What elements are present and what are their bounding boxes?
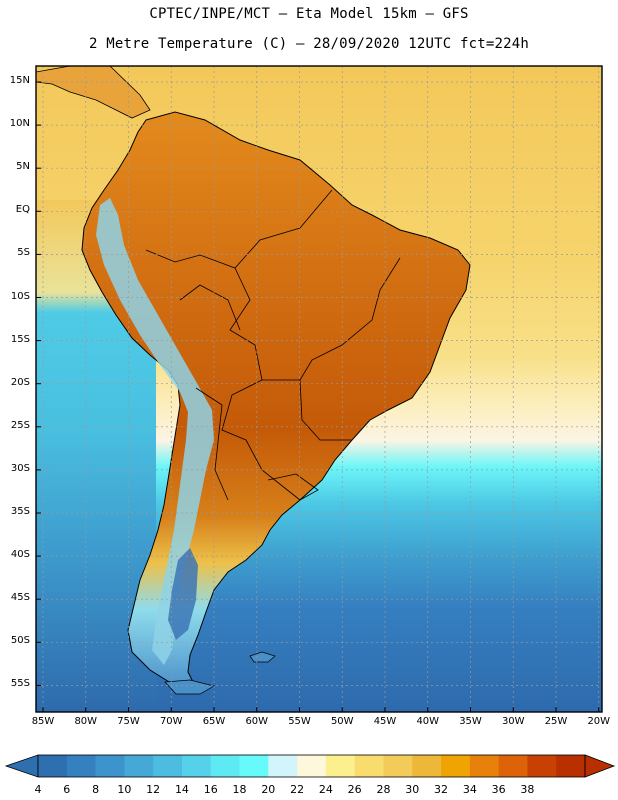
colorbar-label: 36 <box>491 783 506 796</box>
tierra-del-fuego <box>164 679 215 695</box>
lat-label: 45S <box>10 592 30 604</box>
colorbar-label: 20 <box>261 783 276 796</box>
colorbar-swatch <box>498 755 528 777</box>
axis-ticks <box>36 81 600 712</box>
colorbar-label: 32 <box>434 783 449 796</box>
colorbar-swatch <box>556 755 586 777</box>
lat-label: 20S <box>10 376 30 388</box>
colorbar-over-arrow <box>584 754 616 778</box>
lon-label: 25W <box>544 716 568 727</box>
lat-label: 5N <box>16 161 30 173</box>
lon-label: 60W <box>245 716 269 727</box>
colorbar-swatch <box>95 755 125 777</box>
lat-label: 15S <box>10 333 30 345</box>
colorbar-label: 18 <box>232 783 247 796</box>
colorbar-label: 22 <box>290 783 305 796</box>
colorbar-swatch <box>527 755 557 777</box>
colorbar <box>4 754 616 778</box>
colorbar-swatch <box>38 755 68 777</box>
colorbar-swatch <box>153 755 183 777</box>
lon-label: 45W <box>373 716 397 727</box>
lat-label: 10N <box>9 118 30 130</box>
colorbar-label: 6 <box>63 783 71 796</box>
colorbar-swatch <box>66 755 97 777</box>
colorbar-under-arrow <box>4 754 39 778</box>
colorbar-swatch <box>441 755 471 777</box>
colorbar-swatch <box>469 755 500 777</box>
lat-label: 50S <box>10 635 30 647</box>
lon-label: 75W <box>117 716 140 727</box>
lon-label: 50W <box>330 716 354 727</box>
colorbar-label: 12 <box>146 783 161 796</box>
colorbar-label: 14 <box>174 783 189 796</box>
andes-cool-band <box>96 198 214 665</box>
colorbar-swatch <box>268 755 298 777</box>
lon-label: 55W <box>288 716 311 727</box>
colorbar-swatch <box>354 755 384 777</box>
map-subtitle: 2 Metre Temperature (C) – 28/09/2020 12U… <box>88 36 530 52</box>
colorbar-label: 38 <box>520 783 535 796</box>
lon-label: 40W <box>416 716 440 727</box>
map-title: CPTEC/INPE/MCT – Eta Model 15km – GFS <box>149 6 469 22</box>
colorbar-label: 10 <box>117 783 132 796</box>
lon-label: 20W <box>587 716 611 727</box>
colorbar-swatch <box>297 755 327 777</box>
colorbar-swatch <box>383 755 413 777</box>
patagonia-cold-zone <box>168 548 198 640</box>
lat-label: 15N <box>9 75 30 86</box>
lat-label: EQ <box>15 204 30 216</box>
lat-label: 40S <box>10 549 30 561</box>
lon-label: 65W <box>202 716 226 727</box>
falkland-islands <box>249 651 276 663</box>
colorbar-swatch <box>239 755 269 777</box>
colorbar-swatch <box>124 755 154 777</box>
lat-label: 35S <box>10 506 30 517</box>
lat-label: 30S <box>10 462 30 474</box>
colorbar-label: 8 <box>92 783 100 796</box>
colorbar-label: 34 <box>462 783 477 796</box>
central-america-land <box>36 66 151 119</box>
lat-label: 25S <box>10 419 30 431</box>
colorbar-label: 26 <box>347 783 362 796</box>
colorbar-label: 30 <box>405 783 420 796</box>
lon-label: 85W <box>31 716 55 727</box>
lat-label: 55S <box>10 678 30 690</box>
colorbar-label: 4 <box>34 783 42 796</box>
lat-label: 10S <box>10 290 30 302</box>
lon-label: 30W <box>501 716 525 727</box>
lon-label: 70W <box>159 716 183 727</box>
lon-label: 80W <box>74 716 98 727</box>
colorbar-label: 24 <box>318 783 333 796</box>
colorbar-swatch <box>412 755 442 777</box>
colorbar-swatch <box>325 755 356 777</box>
country-borders <box>145 189 401 501</box>
map-frame <box>35 65 603 713</box>
colorbar-label: 28 <box>376 783 391 796</box>
lon-label: 35W <box>459 716 482 727</box>
colorbar-swatch <box>210 755 241 777</box>
lat-label: 5S <box>17 247 30 259</box>
lat-lon-grid <box>36 66 602 712</box>
colorbar-label: 16 <box>203 783 218 796</box>
colorbar-frame <box>37 754 586 778</box>
colorbar-swatch <box>181 755 212 777</box>
